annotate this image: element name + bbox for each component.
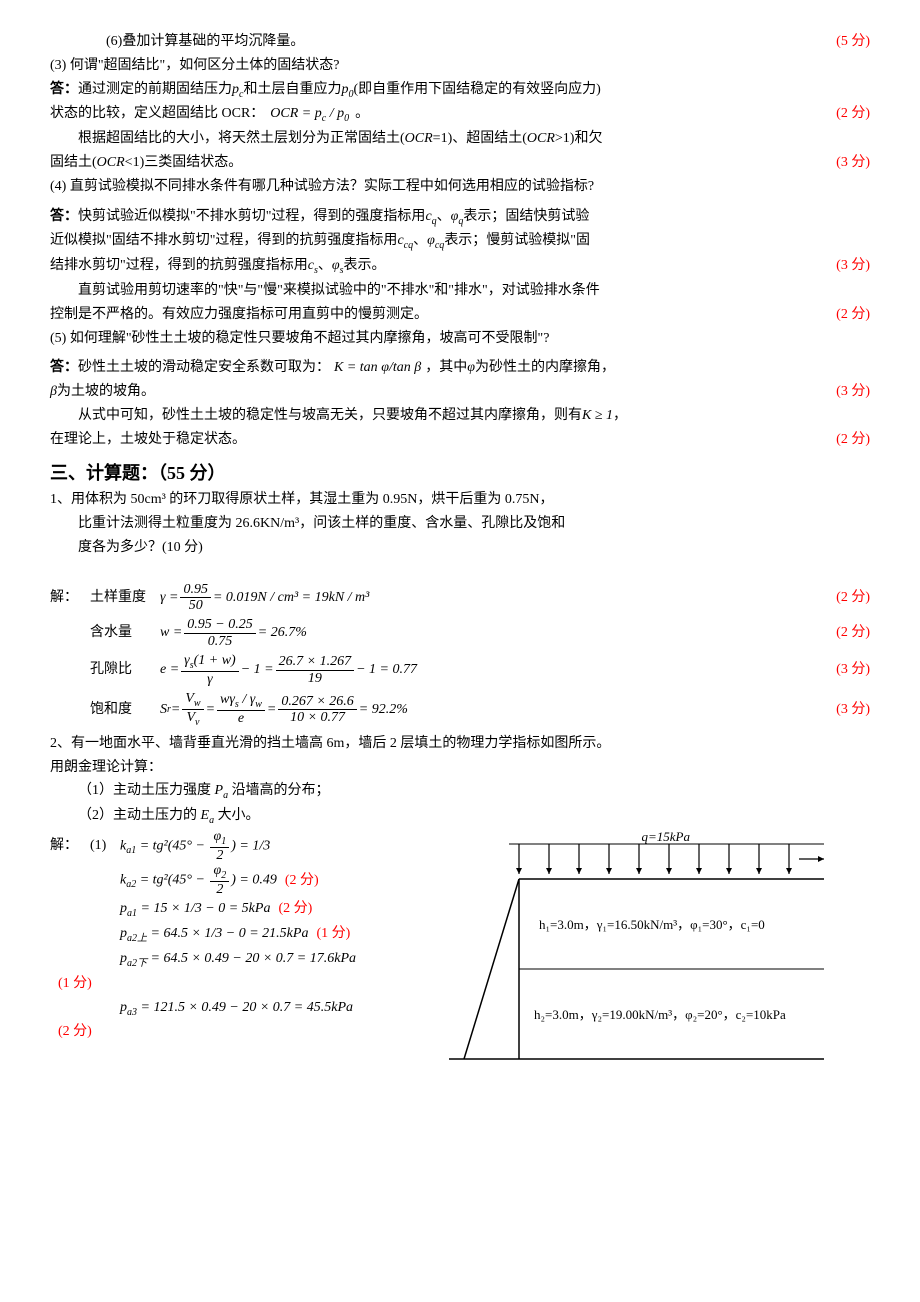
p1-line2: 比重计法测得土粒重度为 26.6KN/m³，问该土样的重度、含水量、孔隙比及饱和 bbox=[50, 512, 870, 536]
q3-prompt: (3) 何谓"超固结比"，如何区分土体的固结状态? bbox=[50, 54, 870, 78]
wall-svg: q=15kPa h₁=3.0m，γ₁=16.50kN/m³，φ₁=30°，c₁=0… bbox=[429, 829, 829, 1069]
eq-pa2d: pa2下 = 64.5 × 0.49 − 20 × 0.7 = 17.6kPa bbox=[120, 947, 356, 972]
p1-line3: 度各为多少？(10 分) bbox=[50, 536, 870, 560]
q2-6-num: (6) bbox=[50, 30, 122, 54]
ans-prefix: 答： bbox=[50, 78, 78, 102]
eq-pa2u: pa2上 = 64.5 × 1/3 − 0 = 21.5kPa bbox=[120, 922, 308, 947]
q5-formula: K = tan φ/tan β bbox=[334, 356, 421, 380]
p2-sub2: （2）主动土压力的 Ea 大小。 bbox=[50, 804, 870, 829]
svg-text:h₁=3.0m，γ₁=16.50kN/m³，φ₁=30°，c: h₁=3.0m，γ₁=16.50kN/m³，φ₁=30°，c₁=0 bbox=[539, 917, 765, 932]
p2-line1: 2、有一地面水平、墙背垂直光滑的挡土墙高 6m，墙后 2 层填土的物理力学指标如… bbox=[50, 732, 870, 756]
q2-6-text: 叠加计算基础的平均沉降量。 bbox=[122, 30, 304, 54]
q5-score1: (3 分) bbox=[836, 380, 870, 404]
q4-l2: 近似模拟"固结不排水剪切"过程，得到的抗剪强度指标用 ccq 、 φcq 表示；… bbox=[50, 229, 870, 254]
p2-line2: 用朗金理论计算： bbox=[50, 756, 870, 780]
q2-6-score: (5 分) bbox=[836, 30, 870, 54]
q5-l4: 在理论上，土坡处于稳定状态。 (2 分) bbox=[50, 428, 870, 452]
q4-score2: (2 分) bbox=[836, 303, 870, 327]
q5-prompt: (5) 如何理解"砂性土土坡的稳定性只要坡角不超过其内摩擦角，坡高可不受限制"? bbox=[50, 327, 870, 351]
p1-row1: 解： 土样重度 γ = 0.9550 = 0.019N / cm³ = 19kN… bbox=[50, 582, 870, 614]
q3-ans-l3: 根据超固结比的大小，将天然土层划分为正常固结土(OCR=1)、超固结土(OCR>… bbox=[50, 127, 870, 151]
q3-ans-l4: 固结土(OCR<1)三类固结状态。 (3 分) bbox=[50, 151, 870, 175]
q4-l3: 结排水剪切"过程，得到的抗剪强度指标用 cs 、 φs 表示。 (3 分) bbox=[50, 254, 870, 279]
svg-text:q=15kPa: q=15kPa bbox=[642, 829, 691, 844]
q5-score2: (2 分) bbox=[836, 428, 870, 452]
eq-ka1: ka1 = tg²(45° − φ12) = 1/3 bbox=[120, 829, 270, 863]
p2-solution-and-diagram: 解： (1) ka1 = tg²(45° − φ12) = 1/3 ka2 = … bbox=[50, 829, 870, 1069]
section3-title: 三、计算题：（55 分） bbox=[50, 458, 870, 489]
eq-ka2: ka2 = tg²(45° − φ22) = 0.49 bbox=[120, 863, 277, 897]
q4-l4: 直剪试验用剪切速率的"快"与"慢"来模拟试验中的"不排水"和"排水"，对试验排水… bbox=[50, 279, 870, 303]
ocr-formula: OCR = pc / p0 bbox=[270, 102, 349, 127]
q3-score1: (2 分) bbox=[836, 102, 870, 126]
p2-equations: 解： (1) ka1 = tg²(45° − φ12) = 1/3 ka2 = … bbox=[50, 829, 419, 1044]
eq-pa3: pa3 = 121.5 × 0.49 − 20 × 0.7 = 45.5kPa bbox=[120, 996, 353, 1021]
p1-row4: 饱和度 Sr = VwVv = wγs / γwe = 0.267 × 26.6… bbox=[50, 691, 870, 728]
eq-pa1: pa1 = 15 × 1/3 − 0 = 5kPa bbox=[120, 897, 270, 922]
q2-item6: (6) 叠加计算基础的平均沉降量。 (5 分) bbox=[50, 30, 870, 54]
q5-l1: 答： 砂性土土坡的滑动稳定安全系数可取为： K = tan φ/tan β ，其… bbox=[50, 356, 870, 380]
q4-l1: 答： 快剪试验近似模拟"不排水剪切"过程，得到的强度指标用 cq 、 φq 表示… bbox=[50, 205, 870, 230]
p1-line1: 1、用体积为 50cm³ 的环刀取得原状土样，其湿土重为 0.95N，烘干后重为… bbox=[50, 488, 870, 512]
q4-prompt: (4) 直剪试验模拟不同排水条件有哪几种试验方法？实际工程中如何选用相应的试验指… bbox=[50, 175, 870, 199]
q3-ans-l1: 答： 通过测定的前期固结压力 pc 和土层自重应力 p0 (即自重作用下固结稳定… bbox=[50, 78, 870, 103]
p1-row2: 含水量 w = 0.95 − 0.250.75 = 26.7% (2 分) bbox=[50, 617, 870, 649]
q5-l3: 从式中可知，砂性土土坡的稳定性与坡高无关，只要坡角不超过其内摩擦角，则有 K ≥… bbox=[50, 404, 870, 428]
q3-score2: (3 分) bbox=[836, 151, 870, 175]
q4-l5: 控制是不严格的。有效应力强度指标可用直剪中的慢剪测定。 (2 分) bbox=[50, 303, 870, 327]
svg-text:h₂=3.0m，γ₂=19.00kN/m³，φ₂=20°，c: h₂=3.0m，γ₂=19.00kN/m³，φ₂=20°，c₂=10kPa bbox=[534, 1007, 786, 1022]
p1-row3: 孔隙比 e = γs(1 + w)γ − 1 = 26.7 × 1.26719 … bbox=[50, 653, 870, 687]
q4-score1: (3 分) bbox=[836, 254, 870, 278]
q3-ans-l2: 状态的比较，定义超固结比 OCR： OCR = pc / p0 。 (2 分) bbox=[50, 102, 870, 127]
retaining-wall-diagram: q=15kPa h₁=3.0m，γ₁=16.50kN/m³，φ₁=30°，c₁=0… bbox=[419, 829, 870, 1069]
q5-l2: β 为土坡的坡角。 (3 分) bbox=[50, 380, 870, 404]
p2-sub1: （1）主动土压力强度 Pa 沿墙高的分布； bbox=[50, 779, 870, 804]
